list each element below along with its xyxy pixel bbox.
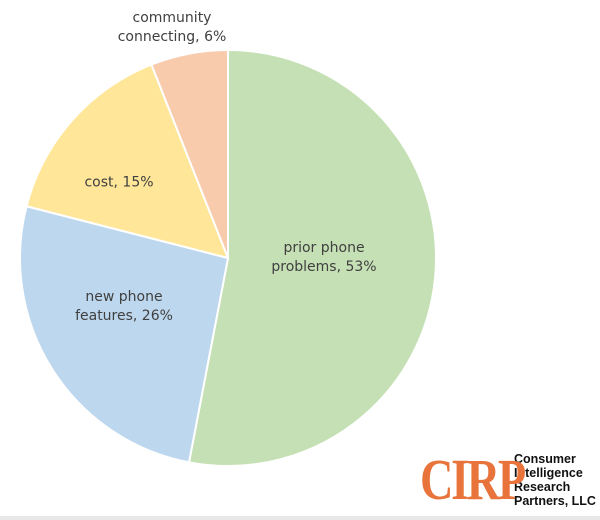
slice-label-line: problems, 53%: [271, 259, 377, 275]
slice-label: cost, 15%: [84, 174, 153, 193]
pie-slice: [19, 205, 230, 464]
slice-label-line: features, 26%: [75, 308, 173, 324]
logo-line: Consumer: [514, 452, 576, 466]
slice-label: new phone features, 26%: [75, 288, 173, 326]
slice-label-line: new phone: [85, 289, 163, 305]
slice-label-line: cost, 15%: [84, 174, 154, 191]
cirp-logo: CIRP Consumer Intelligence Research Part…: [420, 447, 596, 512]
logo-line: Intelligence: [514, 466, 583, 480]
slice-label-line: community: [132, 10, 212, 26]
logo-line: Partners, LLC: [514, 494, 596, 508]
slice-label: community connecting, 6%: [118, 9, 227, 47]
slice-label: prior phone problems, 53%: [271, 239, 376, 277]
slice-label-line: connecting, 6%: [117, 29, 227, 45]
logo-text: Consumer Intelligence Research Partners,…: [514, 452, 596, 508]
divider: [0, 516, 600, 520]
slice-label-line: prior phone: [283, 240, 365, 256]
pie-slice: [150, 48, 229, 259]
logo-line: Research: [514, 480, 571, 494]
logo-mark: CIRP: [420, 447, 526, 512]
pie-slice: [25, 63, 230, 260]
pie-slice: [187, 48, 437, 467]
